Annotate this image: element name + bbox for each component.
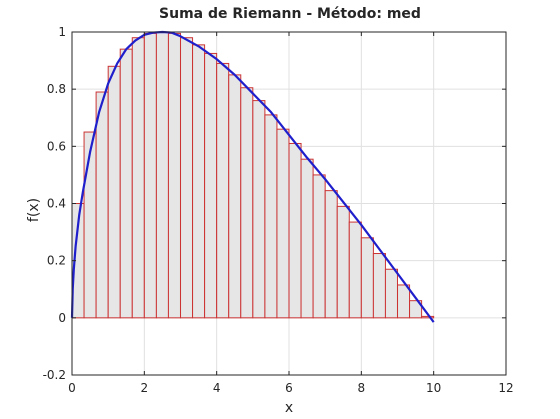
riemann-bar — [276, 128, 290, 319]
riemann-bar — [204, 52, 218, 319]
riemann-bar — [192, 44, 206, 319]
x-tick-label: 8 — [358, 381, 366, 395]
x-tick-label: 6 — [285, 381, 293, 395]
riemann-bar — [83, 131, 97, 319]
riemann-bar — [324, 190, 338, 319]
function-curve-layer — [70, 30, 435, 323]
riemann-bar — [264, 114, 278, 319]
riemann-bar — [143, 32, 157, 319]
riemann-bar — [119, 48, 133, 319]
chart-title: Suma de Riemann - Método: med — [159, 6, 421, 22]
x-axis-label: x — [285, 400, 293, 416]
x-tick-label: 0 — [68, 381, 76, 395]
riemann-bar — [216, 62, 230, 319]
riemann-bar — [397, 284, 411, 319]
riemann-bar — [409, 300, 423, 319]
y-tick-label: 0.8 — [47, 82, 66, 96]
y-tick-label: 0.4 — [47, 197, 66, 211]
y-tick-label: 1 — [58, 25, 66, 39]
x-tick-label: 10 — [426, 381, 441, 395]
function-curve — [70, 30, 435, 323]
riemann-bar — [155, 31, 169, 319]
y-tick-label: 0 — [58, 311, 66, 325]
riemann-bar — [95, 91, 109, 319]
riemann-bar — [240, 87, 254, 319]
y-tick-label: -0.2 — [43, 368, 66, 382]
x-tick-label: 2 — [141, 381, 149, 395]
riemann-bar — [384, 268, 398, 319]
riemann-bar — [288, 142, 302, 319]
riemann-bars — [71, 31, 435, 319]
riemann-bar — [228, 74, 242, 319]
riemann-bar — [360, 237, 374, 319]
riemann-bar — [167, 32, 181, 319]
riemann-bar — [348, 221, 362, 319]
riemann-bar — [300, 158, 314, 319]
riemann-bar — [131, 37, 145, 319]
y-tick-label: 0.2 — [47, 254, 66, 268]
axes — [71, 31, 507, 376]
riemann-bar — [107, 65, 121, 319]
riemann-bar — [336, 205, 350, 319]
riemann-bar — [372, 253, 386, 319]
x-tick-label: 12 — [498, 381, 513, 395]
riemann-bar — [312, 174, 326, 319]
riemann-bar — [180, 37, 194, 319]
riemann-bar — [252, 100, 266, 319]
riemann-bar — [421, 315, 435, 319]
y-axis-label: f(x) — [26, 198, 42, 222]
y-tick-label: 0.6 — [47, 139, 66, 153]
x-tick-label: 4 — [213, 381, 221, 395]
tick-labels: 0 2 4 6 8 10 12-0.200.20.40.60.81 — [43, 25, 514, 395]
